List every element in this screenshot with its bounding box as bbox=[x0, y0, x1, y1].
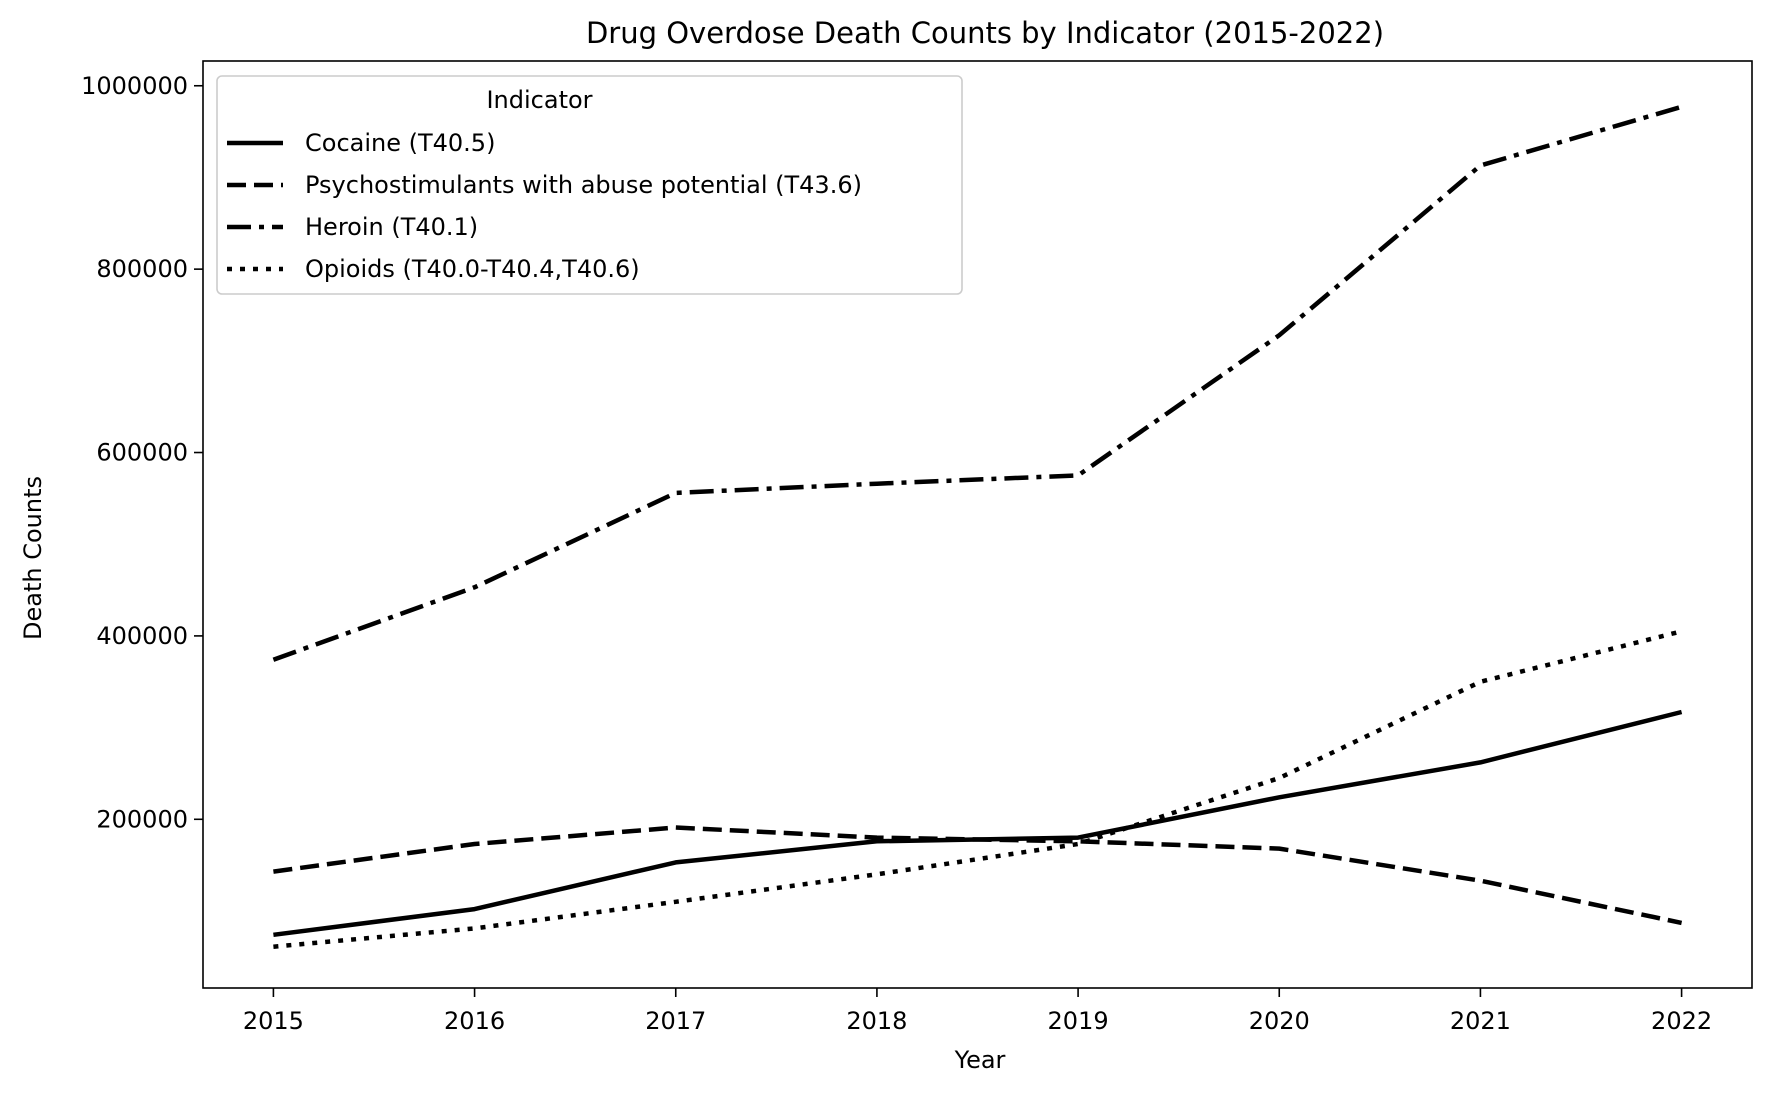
y-tick-label: 600000 bbox=[96, 439, 188, 467]
series-lines bbox=[272, 104, 1683, 949]
legend-entry-label: Cocaine (T40.5) bbox=[305, 129, 495, 157]
y-tick-label: 200000 bbox=[96, 805, 188, 833]
x-tick-label: 2018 bbox=[846, 1007, 907, 1035]
legend-entry-label: Heroin (T40.1) bbox=[305, 213, 478, 241]
x-tick-label: 2016 bbox=[444, 1007, 505, 1035]
x-tick-label: 2020 bbox=[1249, 1007, 1310, 1035]
chart-title: Drug Overdose Death Counts by Indicator … bbox=[586, 16, 1384, 50]
x-axis-label: Year bbox=[954, 1046, 1006, 1074]
x-tick-label: 2021 bbox=[1450, 1007, 1511, 1035]
legend-entry-label: Opioids (T40.0-T40.4,T40.6) bbox=[305, 255, 640, 283]
series-line-3 bbox=[272, 104, 1683, 662]
y-tick-label: 400000 bbox=[96, 622, 188, 650]
axes: 2015 2016 2017 2018 2019 2020 2021 2022 200000 40… bbox=[81, 60, 1753, 1035]
series-line-4 bbox=[273, 629, 1683, 949]
legend-entry-label: Psychostimulants with abuse potential (T… bbox=[305, 171, 862, 199]
legend-title: Indicator bbox=[486, 86, 592, 114]
series-line-2 bbox=[273, 825, 1683, 926]
y-tick-label: 800000 bbox=[96, 255, 188, 283]
y-axis-label: Death Counts bbox=[19, 476, 47, 640]
legend-box bbox=[216, 75, 963, 295]
x-tick-label: 2017 bbox=[645, 1007, 706, 1035]
x-tick-label: 2022 bbox=[1651, 1007, 1712, 1035]
legend: Indicator Cocaine (T40.5) Psychostimulants… bbox=[216, 75, 963, 295]
y-tick-label: 1000000 bbox=[81, 72, 188, 100]
x-tick-label: 2019 bbox=[1048, 1007, 1109, 1035]
x-tick-label: 2015 bbox=[243, 1007, 304, 1035]
plot-area-frame bbox=[202, 60, 1753, 989]
